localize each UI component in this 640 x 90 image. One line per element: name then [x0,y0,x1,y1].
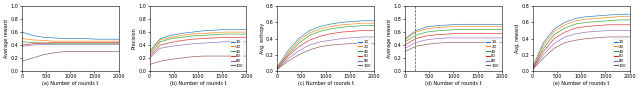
Legend: 10, 20, 40, 60, 80, 100: 10, 20, 40, 60, 80, 100 [612,39,628,69]
Y-axis label: Average reward: Average reward [387,19,392,58]
X-axis label: (b) Number of rounds t: (b) Number of rounds t [170,81,226,86]
Y-axis label: Precision: Precision [132,28,137,49]
Legend: 10, 20, 40, 60, 80, 100: 10, 20, 40, 60, 80, 100 [357,39,372,69]
Legend: 10, 20, 40, 60, 80, 100: 10, 20, 40, 60, 80, 100 [230,39,244,69]
X-axis label: (d) Number of rounds t: (d) Number of rounds t [425,81,482,86]
X-axis label: (e) Number of rounds t: (e) Number of rounds t [553,81,609,86]
Y-axis label: Avg. entropy: Avg. entropy [260,23,264,54]
Legend: 10, 20, 40, 60, 80, 100: 10, 20, 40, 60, 80, 100 [485,39,500,69]
Y-axis label: Avg. reward: Avg. reward [515,24,520,53]
Y-axis label: Average reward: Average reward [4,19,9,58]
X-axis label: (c) Number of rounds t: (c) Number of rounds t [298,81,354,86]
X-axis label: (a) Number of rounds t: (a) Number of rounds t [42,81,99,86]
